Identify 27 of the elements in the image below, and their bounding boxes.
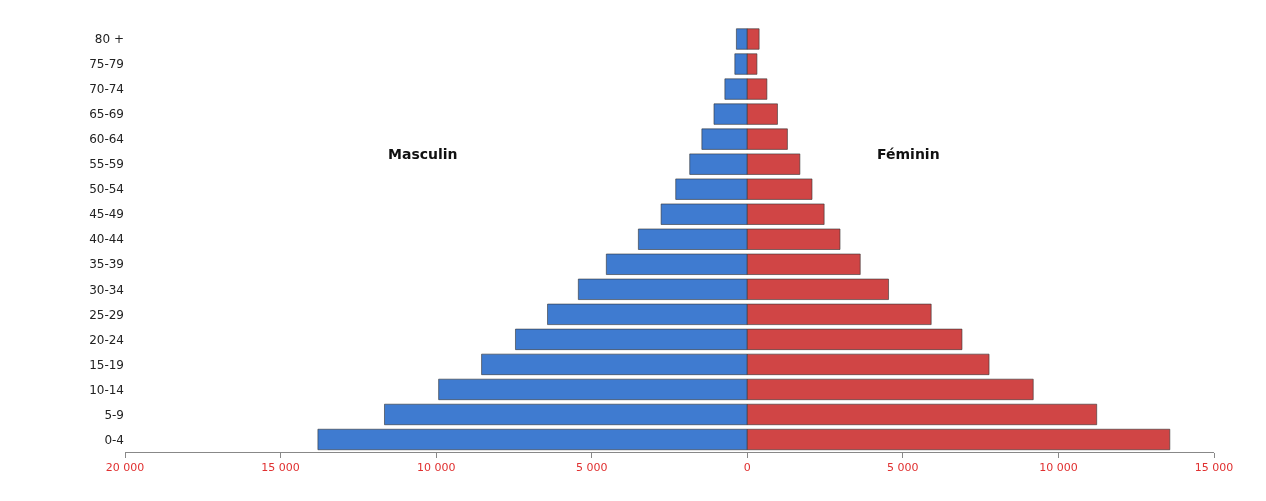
x-tick-label: 10 000 [416,461,456,475]
y-tick-label: 70-74 [89,82,124,97]
x-tick-label: 10 000 [1039,461,1078,475]
y-tick-label: 15-19 [89,357,124,372]
x-tick-label: 5 000 [887,461,919,475]
y-tick-label: 40-44 [89,232,124,247]
x-tick-label: 15 000 [261,461,300,475]
x-tick-label: 20 000 [105,461,145,475]
y-tick-label: 35-39 [89,257,124,272]
y-tick-label: 75-79 [89,57,124,72]
y-tick-label: 25-29 [89,307,124,322]
y-tick-label: 0-4 [104,432,124,447]
annotation: Masculin [388,146,458,162]
annotation: Féminin [877,146,940,162]
y-tick-label: 20-24 [89,332,124,347]
y-tick-label: 45-49 [89,207,124,222]
y-tick-label: 50-54 [89,182,124,197]
x-tick-label: 15 000 [1194,461,1234,475]
x-tick-label: 0 [743,461,751,475]
y-tick-label: 80 + [94,32,124,47]
y-tick-label: 10-14 [89,382,124,397]
y-tick-label: 30-34 [89,282,124,297]
y-tick-label: 60-64 [89,132,124,147]
x-tick-label: 5 000 [575,461,608,475]
y-tick-label: 65-69 [89,107,124,122]
y-tick-label: 55-59 [89,157,124,172]
y-tick-label: 5-9 [104,407,124,422]
